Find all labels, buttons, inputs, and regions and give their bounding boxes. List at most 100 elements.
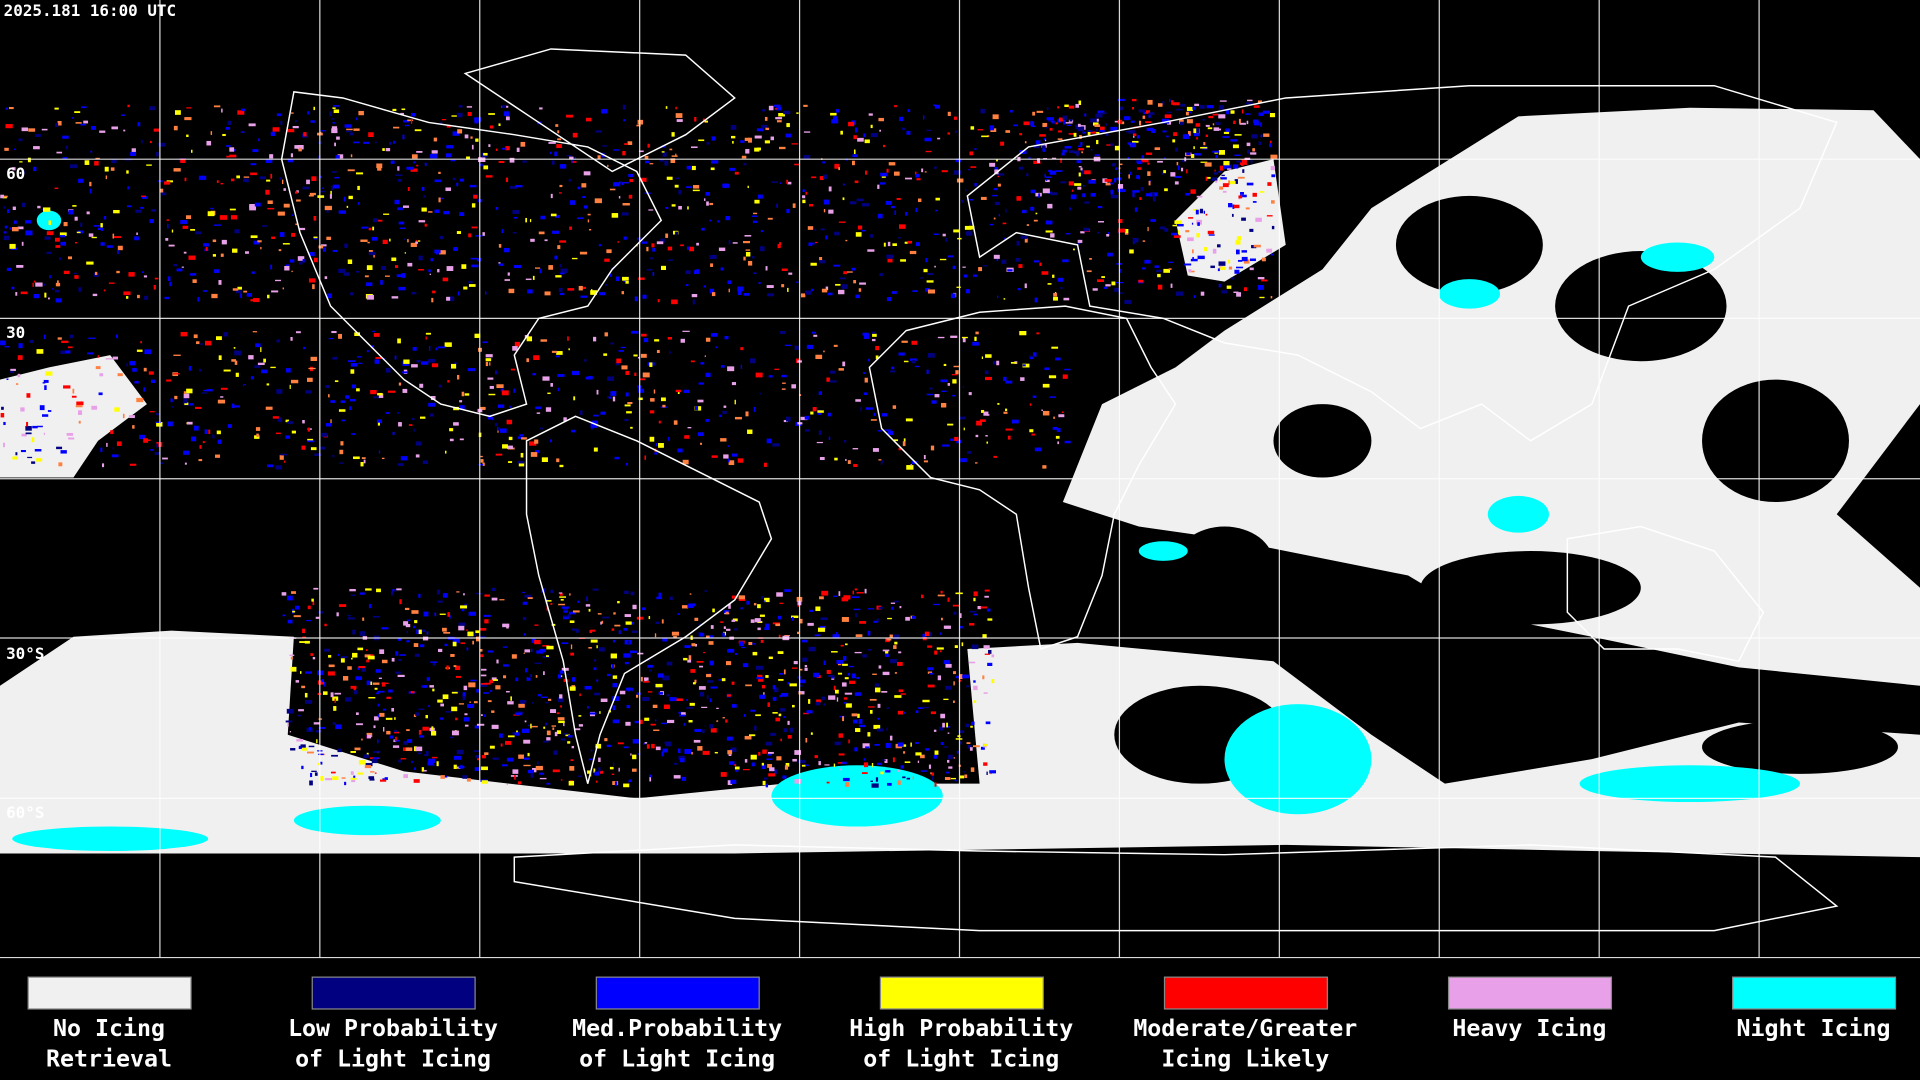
speckle-cell bbox=[112, 356, 119, 360]
speckle-cell bbox=[687, 604, 694, 608]
speckle-cell bbox=[491, 587, 496, 592]
speckle-cell bbox=[845, 239, 848, 242]
speckle-cell bbox=[849, 201, 857, 205]
speckle-cell bbox=[885, 650, 889, 654]
speckle-cell bbox=[212, 254, 217, 257]
speckle-cell bbox=[117, 373, 123, 377]
speckle-cell bbox=[599, 711, 601, 714]
speckle-cell bbox=[162, 457, 168, 460]
speckle-cell bbox=[1223, 161, 1230, 166]
speckle-cell bbox=[368, 603, 372, 609]
speckle-cell bbox=[103, 289, 106, 292]
speckle-cell bbox=[661, 722, 667, 725]
speckle-cell bbox=[946, 726, 951, 728]
speckle-cell bbox=[532, 275, 535, 280]
speckle-cell bbox=[950, 293, 956, 299]
speckle-cell bbox=[943, 660, 951, 665]
speckle-cell bbox=[892, 243, 897, 246]
speckle-cell bbox=[308, 194, 314, 197]
speckle-cell bbox=[110, 167, 115, 171]
speckle-cell bbox=[416, 360, 421, 363]
speckle-cell bbox=[705, 635, 710, 638]
speckle-cell bbox=[690, 669, 696, 673]
speckle-cell bbox=[558, 287, 563, 292]
speckle-cell bbox=[931, 772, 934, 776]
speckle-cell bbox=[1114, 287, 1120, 292]
speckle-cell bbox=[442, 277, 449, 282]
speckle-cell bbox=[270, 366, 276, 369]
speckle-cell bbox=[564, 607, 568, 611]
speckle-cell bbox=[540, 696, 548, 698]
speckle-cell bbox=[1068, 150, 1075, 153]
speckle-cell bbox=[953, 700, 955, 703]
speckle-cell bbox=[743, 768, 750, 771]
speckle-cell bbox=[624, 404, 631, 407]
speckle-cell bbox=[1161, 118, 1170, 124]
speckle-cell bbox=[126, 205, 132, 208]
speckle-cell bbox=[864, 377, 868, 383]
speckle-cell bbox=[1271, 225, 1275, 230]
speckle-cell bbox=[143, 438, 149, 443]
speckle-cell bbox=[318, 753, 324, 756]
speckle-cell bbox=[986, 441, 989, 444]
speckle-cell bbox=[1076, 154, 1079, 157]
speckle-cell bbox=[482, 341, 488, 344]
speckle-cell bbox=[419, 644, 425, 648]
speckle-cell bbox=[779, 330, 786, 334]
speckle-cell bbox=[359, 631, 366, 636]
speckle-cell bbox=[356, 388, 360, 392]
speckle-cell bbox=[466, 106, 473, 108]
speckle-cell bbox=[399, 599, 402, 605]
speckle-cell bbox=[842, 183, 845, 186]
speckle-cell bbox=[1086, 145, 1090, 148]
speckle-cell bbox=[43, 334, 46, 340]
speckle-cell bbox=[982, 265, 988, 267]
speckle-cell bbox=[969, 610, 977, 613]
speckle-cell bbox=[1177, 230, 1180, 235]
speckle-cell bbox=[430, 258, 433, 262]
speckle-cell bbox=[604, 332, 608, 337]
speckle-cell bbox=[527, 289, 533, 294]
speckle-cell bbox=[325, 384, 330, 389]
speckle-cell bbox=[905, 177, 912, 180]
speckle-cell bbox=[453, 422, 459, 426]
speckle-cell bbox=[332, 776, 339, 780]
speckle-cell bbox=[366, 265, 373, 270]
speckle-cell bbox=[312, 601, 315, 606]
speckle-cell bbox=[804, 290, 812, 295]
speckle-cell bbox=[887, 782, 892, 786]
speckle-cell bbox=[726, 628, 731, 631]
speckle-cell bbox=[588, 375, 593, 380]
speckle-cell bbox=[301, 747, 308, 751]
speckle-cell bbox=[317, 762, 321, 766]
speckle-cell bbox=[402, 205, 409, 208]
speckle-cell bbox=[658, 692, 663, 695]
speckle-cell bbox=[703, 198, 706, 201]
speckle-cell bbox=[968, 225, 975, 230]
speckle-cell bbox=[948, 754, 953, 760]
speckle-cell bbox=[1194, 153, 1200, 156]
speckle-cell bbox=[234, 405, 240, 408]
speckle-cell bbox=[956, 178, 964, 183]
speckle-cell bbox=[1166, 111, 1173, 113]
speckle-cell bbox=[1069, 119, 1073, 122]
speckle-cell bbox=[651, 743, 655, 749]
speckle-cell bbox=[675, 106, 677, 110]
speckle-cell bbox=[597, 155, 601, 159]
speckle-cell bbox=[1269, 140, 1272, 144]
speckle-cell bbox=[398, 382, 402, 386]
speckle-cell bbox=[711, 292, 716, 297]
speckle-cell bbox=[802, 657, 808, 662]
speckle-cell bbox=[1032, 352, 1037, 357]
speckle-cell bbox=[216, 430, 221, 435]
speckle-cell bbox=[171, 406, 174, 408]
speckle-cell bbox=[509, 186, 517, 189]
speckle-cell bbox=[292, 610, 296, 613]
speckle-cell bbox=[1162, 101, 1165, 106]
speckle-cell bbox=[774, 368, 779, 371]
speckle-cell bbox=[826, 377, 830, 382]
speckle-cell bbox=[637, 356, 640, 359]
speckle-cell bbox=[1247, 99, 1253, 102]
speckle-cell bbox=[330, 400, 336, 403]
speckle-cell bbox=[753, 212, 758, 215]
